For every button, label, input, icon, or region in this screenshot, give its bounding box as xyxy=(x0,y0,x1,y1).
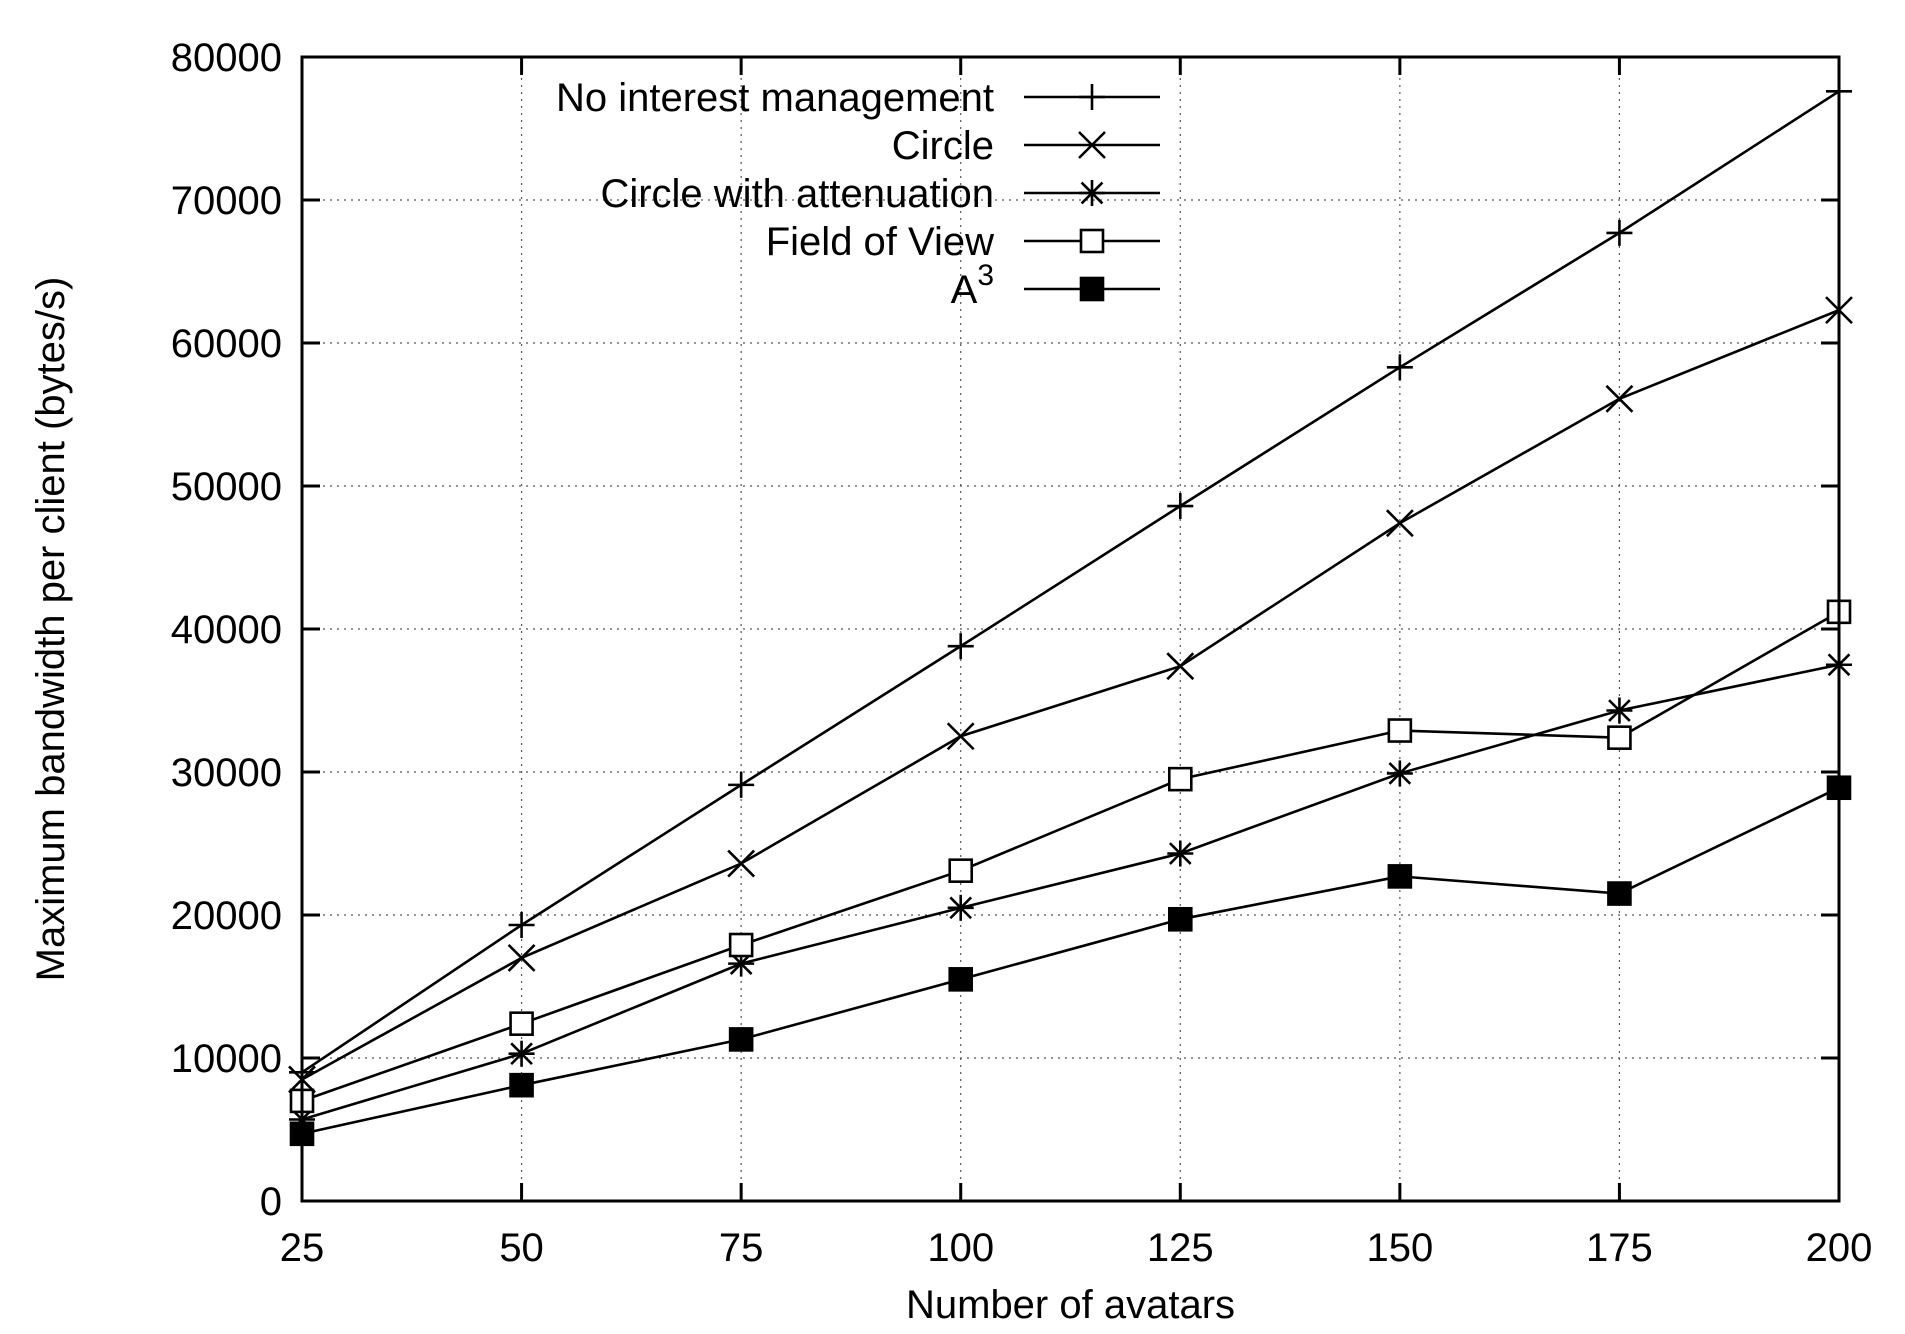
x-tick-label: 100 xyxy=(927,1226,994,1270)
x-tick-label: 150 xyxy=(1366,1226,1433,1270)
y-tick-label: 0 xyxy=(260,1180,282,1224)
x-tick-label: 175 xyxy=(1586,1226,1653,1270)
data-point-plus xyxy=(1606,219,1633,246)
legend-label: A3 xyxy=(951,259,994,312)
series-cross xyxy=(288,296,1853,1094)
legend-label-text: A xyxy=(951,268,978,312)
y-tick-label: 70000 xyxy=(171,179,282,223)
data-point-cross xyxy=(1166,652,1195,681)
data-point-cross xyxy=(946,722,975,751)
x-tick-label: 200 xyxy=(1806,1226,1873,1270)
data-point-filled-square xyxy=(1079,276,1105,302)
data-point-star xyxy=(508,1040,535,1067)
y-tick-label: 50000 xyxy=(171,465,282,509)
data-point-filled-square xyxy=(509,1072,534,1098)
x-tick-label: 25 xyxy=(280,1226,325,1270)
data-point-filled-square xyxy=(1167,906,1193,932)
data-point-cross xyxy=(1078,131,1106,159)
series-line xyxy=(301,663,1840,1121)
legend-label: No interest management xyxy=(556,76,994,120)
x-axis-title: Number of avatars xyxy=(906,1283,1235,1327)
data-point-star xyxy=(1386,760,1413,787)
data-point-cross xyxy=(1605,384,1634,413)
legend-label-superscript: 3 xyxy=(977,259,994,292)
legend-item: A3 xyxy=(951,259,1160,312)
data-point-cross xyxy=(727,849,756,878)
data-point-open-square xyxy=(1079,228,1105,254)
data-point-plus xyxy=(1386,354,1413,381)
legend-label-text: Circle xyxy=(892,124,994,168)
legend-label-text: Field of View xyxy=(766,220,994,264)
data-point-open-square xyxy=(1167,766,1193,792)
legend-label: Circle with attenuation xyxy=(600,172,994,216)
series-layer xyxy=(288,78,1853,1147)
legend-item: Circle xyxy=(892,124,1160,168)
y-tick-label: 10000 xyxy=(171,1037,282,1081)
data-point-filled-square xyxy=(728,1027,754,1052)
y-axis-title: Maximum bandwidth per client (bytes/s) xyxy=(29,277,73,982)
series-line xyxy=(301,610,1840,1103)
series-plus xyxy=(289,78,1852,1086)
y-tick-label: 30000 xyxy=(171,751,282,795)
x-tick-label: 75 xyxy=(719,1226,764,1270)
data-point-plus xyxy=(728,771,755,798)
data-point-star xyxy=(1079,180,1105,206)
data-point-cross xyxy=(507,943,536,972)
data-point-star xyxy=(947,894,974,921)
data-point-filled-square xyxy=(1607,881,1632,906)
data-point-filled-square xyxy=(948,967,974,992)
legend-label: Field of View xyxy=(766,220,994,264)
x-tick-label: 50 xyxy=(499,1226,544,1270)
legend-item: Field of View xyxy=(766,220,1160,264)
series-line xyxy=(301,786,1840,1136)
data-point-open-square xyxy=(509,1011,534,1036)
data-point-filled-square xyxy=(1387,864,1413,889)
data-point-plus xyxy=(947,633,974,660)
data-point-star xyxy=(1606,697,1633,724)
data-point-open-square xyxy=(948,858,974,883)
legend-label-text: Circle with attenuation xyxy=(600,172,994,216)
data-point-open-square xyxy=(1387,718,1413,743)
data-point-plus xyxy=(1167,493,1194,520)
data-point-cross xyxy=(1385,509,1414,538)
data-point-plus xyxy=(1079,84,1105,110)
legend-item: Circle with attenuation xyxy=(600,172,1160,216)
ticks: 0 10000 20000 30000 40000 50000 60000 70000 8000… xyxy=(171,36,1873,1270)
grid xyxy=(302,57,1839,1201)
y-tick-label: 40000 xyxy=(171,608,282,652)
y-tick-label: 60000 xyxy=(171,322,282,366)
data-point-plus xyxy=(508,912,535,939)
data-point-open-square xyxy=(1607,725,1632,750)
legend-label-text: No interest management xyxy=(556,76,994,120)
data-point-open-square xyxy=(728,932,754,958)
series-line xyxy=(301,90,1840,1074)
series-line xyxy=(301,308,1840,1081)
y-tick-label: 20000 xyxy=(171,894,282,938)
legend-label: Circle xyxy=(892,124,994,168)
x-tick-label: 125 xyxy=(1147,1226,1214,1270)
y-tick-label: 80000 xyxy=(171,36,282,80)
legend-item: No interest management xyxy=(556,76,1160,120)
series-filled-square xyxy=(289,775,1852,1147)
data-point-star xyxy=(1167,840,1194,867)
